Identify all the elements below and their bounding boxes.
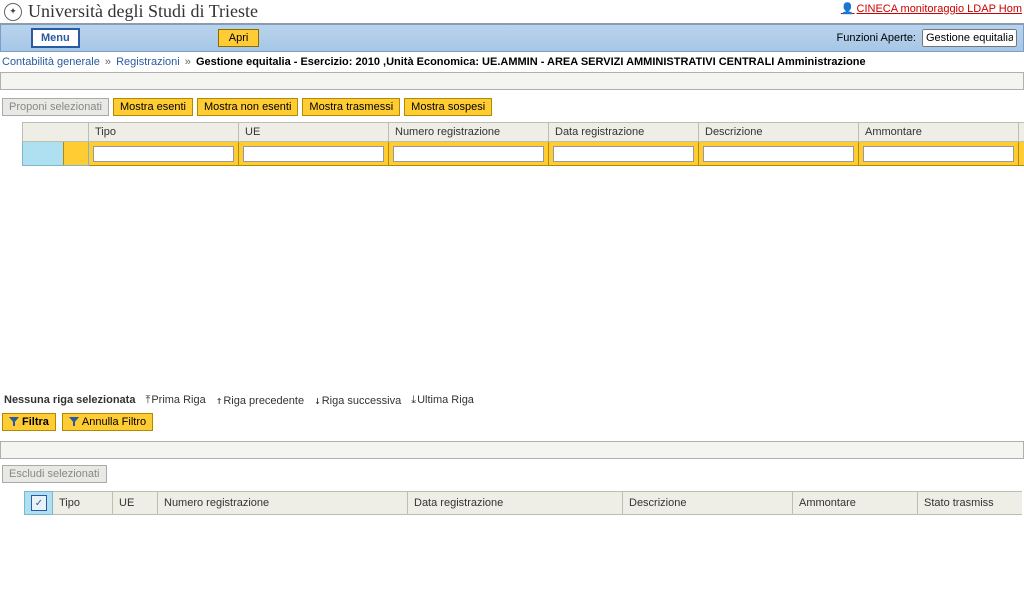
funzioni-label: Funzioni Aperte: [837,32,917,44]
apri-button[interactable]: Apri [218,29,260,47]
col2-stato[interactable]: Stato trasmiss [918,492,1023,515]
breadcrumb-link-1[interactable]: Contabilità generale [2,56,100,68]
row-selector-cell[interactable] [23,142,89,166]
breadcrumb: Contabilità generale » Registrazioni » G… [0,52,1024,70]
next-icon: ↓ [314,394,321,407]
action-row-lower: Escludi selezionati [0,465,1024,491]
funnel-cancel-icon [69,417,79,427]
col-tipo[interactable]: Tipo [89,123,239,142]
user-icon: 👤 [841,2,855,15]
ldap-link-text: CINECA monitoraggio LDAP Hom [857,3,1022,15]
filter-grid: Tipo UE Numero registrazione Data regist… [22,122,1024,166]
col-numero[interactable]: Numero registrazione [389,123,549,142]
pager-row: Nessuna riga selezionata ⤒Prima Riga ↑Ri… [0,391,1024,409]
col2-data[interactable]: Data registrazione [408,492,623,515]
menu-button[interactable]: Menu [31,28,80,48]
open-functions: Funzioni Aperte: [837,29,1018,47]
annulla-filtro-button[interactable]: Annulla Filtro [62,413,153,431]
filter-cell-extra [1019,142,1024,166]
pager-next[interactable]: ↓Riga successiva [314,394,401,407]
funnel-icon [9,417,19,427]
header-bar: ✦ Università degli Studi di Trieste 👤 CI… [0,0,1024,24]
filter-row: Filtra Annulla Filtro [0,409,1024,435]
filter-cell-ue [239,142,389,166]
col-ue[interactable]: UE [239,123,389,142]
col-descrizione[interactable]: Descrizione [699,123,859,142]
breadcrumb-link-2[interactable]: Registrazioni [116,56,180,68]
select-all-checkbox[interactable]: ✓ [31,495,47,511]
filter-cell-ammontare [859,142,1019,166]
escludi-selezionati-button[interactable]: Escludi selezionati [2,465,107,483]
breadcrumb-separator: » [105,56,111,68]
results-grid: ✓ Tipo UE Numero registrazione Data regi… [24,491,1022,515]
mostra-non-esenti-button[interactable]: Mostra non esenti [197,98,298,116]
ldap-monitor-link[interactable]: 👤 CINECA monitoraggio LDAP Hom [841,2,1022,15]
filter-input-numero[interactable] [393,146,544,162]
filter-cell-descrizione [699,142,859,166]
annulla-label: Annulla Filtro [82,416,146,428]
panel-divider-lower [0,441,1024,459]
filter-input-tipo[interactable] [93,146,234,162]
funzioni-input[interactable] [922,29,1017,47]
filter-cell-data [549,142,699,166]
first-icon: ⤒ [145,393,150,406]
filtra-button[interactable]: Filtra [2,413,56,431]
col-ammontare[interactable]: Ammontare [859,123,1019,142]
action-row-upper: Proponi selezionati Mostra esenti Mostra… [0,98,1024,122]
col2-ammontare[interactable]: Ammontare [793,492,918,515]
col2-numero[interactable]: Numero registrazione [158,492,408,515]
breadcrumb-separator: » [185,56,191,68]
breadcrumb-current: Gestione equitalia - Esercizio: 2010 ,Un… [196,56,866,68]
filter-input-data[interactable] [553,146,694,162]
filtra-label: Filtra [22,416,49,428]
mostra-esenti-button[interactable]: Mostra esenti [113,98,193,116]
proponi-selezionati-button[interactable]: Proponi selezionati [2,98,109,116]
mostra-trasmessi-button[interactable]: Mostra trasmessi [302,98,400,116]
col2-ue[interactable]: UE [113,492,158,515]
select-all-header[interactable]: ✓ [25,492,53,515]
filter-cell-tipo [89,142,239,166]
col-empty [1019,123,1024,142]
filter-cell-numero [389,142,549,166]
pager-prev[interactable]: ↑Riga precedente [216,394,304,407]
filter-input-ue[interactable] [243,146,384,162]
grid-corner [23,123,89,142]
pager-status: Nessuna riga selezionata [4,394,135,406]
col-data[interactable]: Data registrazione [549,123,699,142]
prev-icon: ↑ [216,394,223,407]
last-icon: ⤓ [411,393,416,406]
university-seal-icon: ✦ [4,3,22,21]
filter-input-descrizione[interactable] [703,146,854,162]
panel-divider [0,72,1024,90]
menu-bar: Menu Apri Funzioni Aperte: [0,24,1024,52]
filter-input-ammontare[interactable] [863,146,1014,162]
col2-descrizione[interactable]: Descrizione [623,492,793,515]
pager-first[interactable]: ⤒Prima Riga [145,393,205,407]
col2-tipo[interactable]: Tipo [53,492,113,515]
pager-last[interactable]: ⤓Ultima Riga [411,393,474,407]
mostra-sospesi-button[interactable]: Mostra sospesi [404,98,492,116]
